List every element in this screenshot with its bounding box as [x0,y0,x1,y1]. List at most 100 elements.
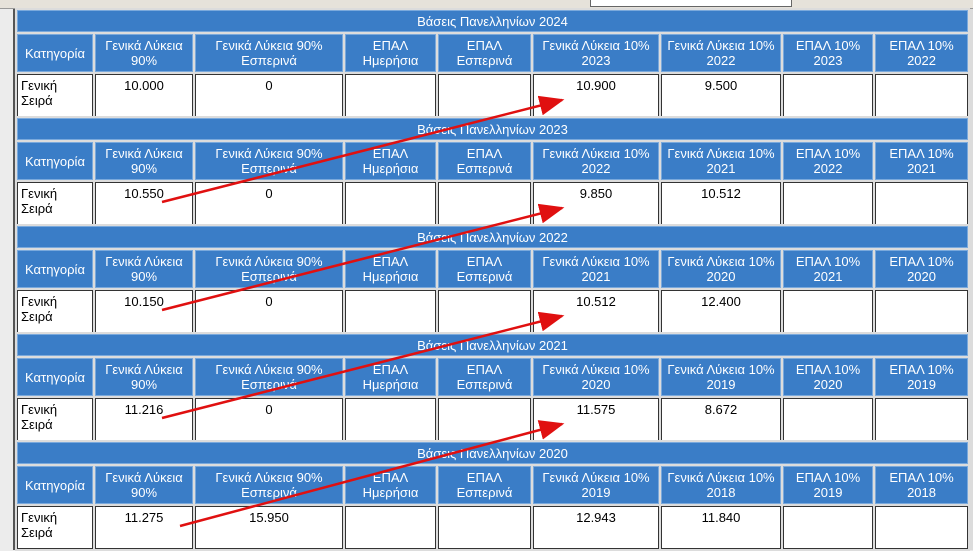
data-cell [875,398,969,441]
data-row: Γενική Σειρά 10.550 0 9.850 10.512 [17,182,969,225]
header-cell: Κατηγορία [17,142,93,180]
input-box [590,0,792,7]
table-title: Βάσεις Πανελληνίων 2020 [17,442,969,464]
data-cell: 11.216 [95,398,193,441]
data-cell [438,74,531,117]
title-row: Βάσεις Πανελληνίων 2024 [17,10,969,32]
data-cell: Γενική Σειρά [17,290,93,333]
data-cell: 12.943 [533,506,659,549]
data-cell [345,290,436,333]
header-cell: Γενικά Λύκεια 90% [95,358,193,396]
header-cell: ΕΠΑΛ 10% 2022 [783,142,873,180]
header-cell: Γενικά Λύκεια 10% 2022 [661,34,781,72]
header-cell: ΕΠΑΛ Ημερήσια [345,466,436,504]
header-cell: ΕΠΑΛ 10% 2019 [783,466,873,504]
header-cell: Γενικά Λύκεια 10% 2021 [661,142,781,180]
results-table: Βάσεις Πανελληνίων 2022 Κατηγορία Γενικά Λ… [15,224,971,335]
header-cell: ΕΠΑΛ 10% 2021 [875,142,969,180]
header-cell: ΕΠΑΛ Ημερήσια [345,34,436,72]
header-cell: Γενικά Λύκεια 90% Εσπερινά [195,466,343,504]
header-cell: ΕΠΑΛ Εσπερινά [438,250,531,288]
data-cell [345,398,436,441]
header-cell: Γενικά Λύκεια 10% 2022 [533,142,659,180]
header-cell: ΕΠΑΛ Ημερήσια [345,142,436,180]
data-cell: 11.575 [533,398,659,441]
header-cell: Κατηγορία [17,466,93,504]
data-cell: 11.840 [661,506,781,549]
data-row: Γενική Σειρά 11.216 0 11.575 8.672 [17,398,969,441]
results-table: Βάσεις Πανελληνίων 2021 Κατηγορία Γενικά Λ… [15,332,971,443]
header-cell: Κατηγορία [17,34,93,72]
header-cell: ΕΠΑΛ Ημερήσια [345,250,436,288]
data-cell [783,74,873,117]
data-cell [783,290,873,333]
header-cell: ΕΠΑΛ Εσπερινά [438,34,531,72]
header-cell: Γενικά Λύκεια 10% 2020 [533,358,659,396]
table-title: Βάσεις Πανελληνίων 2021 [17,334,969,356]
data-cell [345,74,436,117]
data-cell: 9.500 [661,74,781,117]
table-title: Βάσεις Πανελληνίων 2023 [17,118,969,140]
header-cell: Γενικά Λύκεια 10% 2020 [661,250,781,288]
header-cell: ΕΠΑΛ Εσπερινά [438,466,531,504]
data-cell [783,182,873,225]
header-cell: Γενικά Λύκεια 90% Εσπερινά [195,34,343,72]
header-cell: ΕΠΑΛ Ημερήσια [345,358,436,396]
header-cell: ΕΠΑΛ 10% 2023 [783,34,873,72]
results-table: Βάσεις Πανελληνίων 2023 Κατηγορία Γενικά Λ… [15,116,971,227]
header-cell: ΕΠΑΛ 10% 2021 [783,250,873,288]
title-row: Βάσεις Πανελληνίων 2022 [17,226,969,248]
data-cell [438,182,531,225]
header-cell: Γενικά Λύκεια 90% Εσπερινά [195,142,343,180]
data-cell: 10.550 [95,182,193,225]
header-cell: Γενικά Λύκεια 90% [95,250,193,288]
data-cell [875,506,969,549]
data-cell: 10.150 [95,290,193,333]
data-cell [345,506,436,549]
data-cell: 11.275 [95,506,193,549]
data-cell: 10.512 [533,290,659,333]
header-row: Κατηγορία Γενικά Λύκεια 90% Γενικά Λύκεια … [17,142,969,180]
data-cell: 15.950 [195,506,343,549]
data-cell: Γενική Σειρά [17,506,93,549]
header-row: Κατηγορία Γενικά Λύκεια 90% Γενικά Λύκεια … [17,34,969,72]
header-cell: Γενικά Λύκεια 90% [95,466,193,504]
data-cell: 0 [195,290,343,333]
header-cell: Γενικά Λύκεια 10% 2019 [533,466,659,504]
header-cell: Γενικά Λύκεια 10% 2021 [533,250,659,288]
table-title: Βάσεις Πανελληνίων 2022 [17,226,969,248]
data-cell: 0 [195,74,343,117]
header-cell: ΕΠΑΛ 10% 2018 [875,466,969,504]
table-title: Βάσεις Πανελληνίων 2024 [17,10,969,32]
data-cell [875,74,969,117]
data-cell: 9.850 [533,182,659,225]
data-cell: 10.512 [661,182,781,225]
header-cell: Γενικά Λύκεια 10% 2019 [661,358,781,396]
header-cell: ΕΠΑΛ 10% 2022 [875,34,969,72]
results-table: Βάσεις Πανελληνίων 2020 Κατηγορία Γενικά Λ… [15,440,971,551]
data-cell: 0 [195,398,343,441]
data-cell [438,506,531,549]
header-cell: ΕΠΑΛ Εσπερινά [438,142,531,180]
data-cell [783,506,873,549]
title-row: Βάσεις Πανελληνίων 2021 [17,334,969,356]
data-cell [783,398,873,441]
data-cell [345,182,436,225]
header-cell: ΕΠΑΛ 10% 2019 [875,358,969,396]
results-table: Βάσεις Πανελληνίων 2024 Κατηγορία Γενικά Λ… [15,8,971,119]
data-cell: 10.900 [533,74,659,117]
header-row: Κατηγορία Γενικά Λύκεια 90% Γενικά Λύκεια … [17,250,969,288]
header-cell: Γενικά Λύκεια 90% Εσπερινά [195,250,343,288]
title-row: Βάσεις Πανελληνίων 2020 [17,442,969,464]
header-cell: Γενικά Λύκεια 90% [95,142,193,180]
data-row: Γενική Σειρά 11.275 15.950 12.943 11.840 [17,506,969,549]
data-cell: Γενική Σειρά [17,74,93,117]
header-row: Κατηγορία Γενικά Λύκεια 90% Γενικά Λύκεια … [17,358,969,396]
data-cell: Γενική Σειρά [17,398,93,441]
data-cell [438,290,531,333]
data-cell [875,290,969,333]
header-cell: Γενικά Λύκεια 10% 2023 [533,34,659,72]
header-row: Κατηγορία Γενικά Λύκεια 90% Γενικά Λύκεια … [17,466,969,504]
header-cell: ΕΠΑΛ Εσπερινά [438,358,531,396]
